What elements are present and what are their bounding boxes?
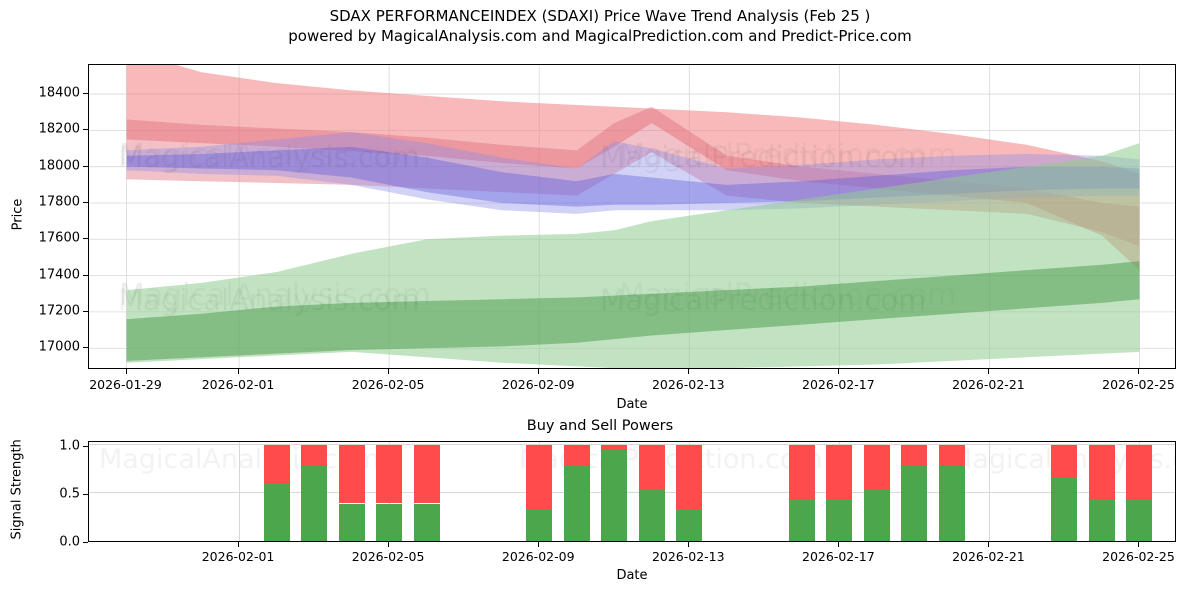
signal-grid-line xyxy=(89,491,1175,493)
buy-power-segment xyxy=(938,465,965,541)
price-wave-bands: MagicalAnalysis.comMagicalPrediction.com… xyxy=(89,65,1175,368)
sell-power-segment xyxy=(1051,444,1078,477)
title-line-1: SDAX PERFORMANCEINDEX (SDAXI) Price Wave… xyxy=(329,7,871,25)
buy-power-segment xyxy=(1051,476,1078,541)
buy-power-segment xyxy=(526,509,553,541)
signal-y-tick-label: 0.5 xyxy=(59,486,80,502)
signal-bar xyxy=(301,444,328,541)
signal-bar xyxy=(413,444,440,541)
price-y-tick-label: 18400 xyxy=(38,85,80,101)
price-x-tick-label: 2026-02-09 xyxy=(501,377,575,392)
price-x-tick-label: 2026-02-13 xyxy=(651,377,725,392)
signal-grid-line xyxy=(89,443,1175,445)
sell-power-segment xyxy=(413,444,440,504)
signal-bar xyxy=(901,444,928,541)
price-y-axis-label: Price xyxy=(10,198,26,230)
sell-power-segment xyxy=(901,444,928,466)
price-y-tick-label: 17600 xyxy=(38,230,80,246)
title-line-2: powered by MagicalAnalysis.com and Magic… xyxy=(288,27,912,45)
price-y-tick-label: 17200 xyxy=(38,303,80,319)
buy-power-segment xyxy=(638,489,665,541)
sell-power-segment xyxy=(563,444,590,466)
signal-bar xyxy=(1088,444,1115,541)
signal-y-tick-label: 1.0 xyxy=(59,438,80,454)
signal-bar xyxy=(601,444,628,541)
buy-power-segment xyxy=(788,498,815,541)
price-x-tick-label: 2026-02-05 xyxy=(351,377,425,392)
price-y-tick-label: 17400 xyxy=(38,267,80,283)
signal-x-tick-label: 2026-02-13 xyxy=(651,549,725,564)
price-x-tick-label: 2026-02-25 xyxy=(1102,377,1175,392)
signal-bar xyxy=(638,444,665,541)
price-x-tick-label: 2026-02-21 xyxy=(952,377,1025,392)
signal-bar xyxy=(263,444,290,541)
buy-power-segment xyxy=(901,465,928,541)
resistance-band-red-outer xyxy=(126,65,1140,271)
price-x-axis-label: Date xyxy=(616,397,648,412)
resistance-band-red-inner xyxy=(126,106,1140,247)
sell-power-segment xyxy=(301,444,328,466)
signal-x-tick-label: 2026-02-17 xyxy=(802,549,875,564)
buy-power-segment xyxy=(601,449,628,541)
sell-power-segment xyxy=(676,444,703,510)
sell-power-segment xyxy=(526,444,553,510)
signal-bar xyxy=(376,444,403,541)
sell-power-segment xyxy=(1126,444,1153,499)
price-chart-plot-area: MagicalAnalysis.comMagicalPrediction.com… xyxy=(88,64,1176,369)
price-x-tick-label: 2026-02-17 xyxy=(802,377,875,392)
signal-x-tick-label: 2026-02-09 xyxy=(501,549,575,564)
buy-power-segment xyxy=(563,465,590,541)
sell-power-segment xyxy=(338,444,365,504)
signal-bar xyxy=(563,444,590,541)
signal-bar xyxy=(863,444,890,541)
sell-power-segment xyxy=(1088,444,1115,499)
buy-power-segment xyxy=(376,503,403,541)
buy-power-segment xyxy=(1126,498,1153,541)
price-y-tick-label: 18200 xyxy=(38,121,80,137)
signal-bar xyxy=(1126,444,1153,541)
price-y-tick-label: 18000 xyxy=(38,158,80,174)
price-x-tick-label: 2026-02-01 xyxy=(201,377,275,392)
buy-power-segment xyxy=(413,503,440,541)
buy-power-segment xyxy=(826,498,853,541)
buy-power-segment xyxy=(301,465,328,541)
signal-bar xyxy=(826,444,853,541)
sell-power-segment xyxy=(826,444,853,499)
signal-bar xyxy=(938,444,965,541)
support-band-green-inner xyxy=(126,261,1140,361)
signal-x-tick-label: 2026-02-01 xyxy=(201,549,275,564)
signal-chart-title: Buy and Sell Powers xyxy=(526,418,674,434)
sell-power-segment xyxy=(938,444,965,466)
signal-y-tick-label: 0.0 xyxy=(59,534,80,550)
signal-y-axis-label: Signal Strength xyxy=(9,438,25,539)
signal-chart-plot-area: MagicalAnalysis.com MagicalPrediction.com… xyxy=(88,441,1176,542)
signal-bar xyxy=(788,444,815,541)
signal-x-tick-label: 2026-02-05 xyxy=(351,549,425,564)
sell-power-segment xyxy=(863,444,890,490)
signal-x-tick-label: 2026-02-21 xyxy=(952,549,1025,564)
buy-power-segment xyxy=(263,483,290,541)
buy-power-segment xyxy=(676,509,703,541)
sell-power-segment xyxy=(376,444,403,504)
signal-bar xyxy=(338,444,365,541)
buy-power-segment xyxy=(863,489,890,541)
signal-x-tick-label: 2026-02-25 xyxy=(1102,549,1175,564)
buy-power-segment xyxy=(338,503,365,541)
signal-x-axis-label: Date xyxy=(616,568,648,583)
sell-power-segment xyxy=(788,444,815,499)
signal-bar xyxy=(676,444,703,541)
chart-title: SDAX PERFORMANCEINDEX (SDAXI) Price Wave… xyxy=(0,6,1200,46)
price-x-tick-label: 2026-01-29 xyxy=(89,377,162,392)
price-y-tick-label: 17800 xyxy=(38,194,80,210)
signal-bar xyxy=(526,444,553,541)
sell-power-segment xyxy=(638,444,665,490)
sell-power-segment xyxy=(263,444,290,484)
price-y-tick-label: 17000 xyxy=(38,339,80,355)
sell-power-segment xyxy=(601,444,628,450)
signal-bar xyxy=(1051,444,1078,541)
buy-power-segment xyxy=(1088,498,1115,541)
